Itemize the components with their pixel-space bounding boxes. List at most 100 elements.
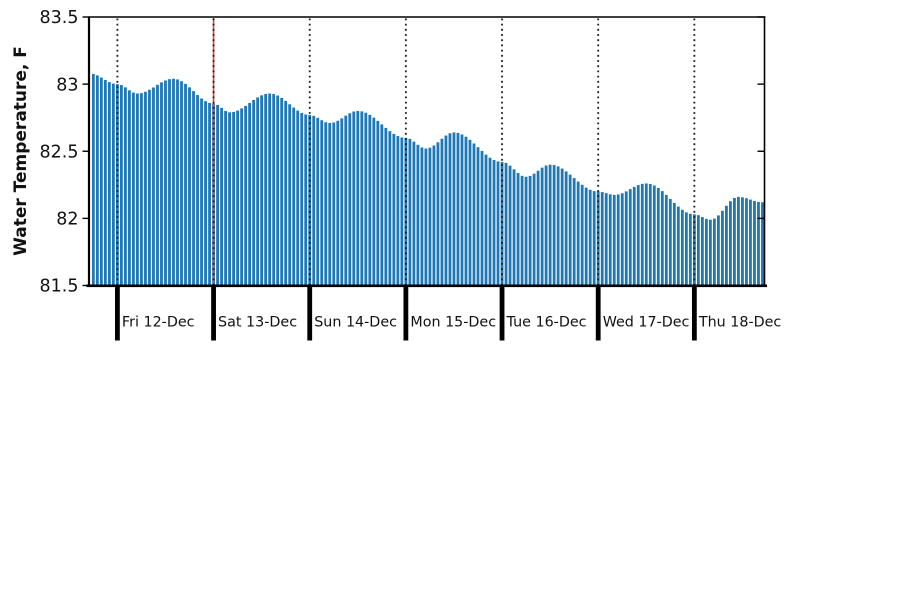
- temperature-bar: [148, 89, 151, 286]
- temperature-bar: [172, 78, 175, 286]
- temperature-bar: [152, 87, 155, 286]
- temperature-bar: [688, 213, 692, 286]
- temperature-bar: [224, 110, 227, 286]
- temperature-bar: [228, 112, 231, 286]
- temperature-bar: [268, 93, 272, 286]
- temperature-bar: [308, 115, 312, 286]
- temperature-bar: [252, 99, 256, 286]
- temperature-bar: [564, 171, 568, 286]
- temperature-bar: [652, 185, 656, 286]
- temperature-bar: [300, 112, 304, 286]
- temperature-bar: [721, 210, 724, 286]
- temperature-bar: [244, 105, 248, 286]
- temperature-bar: [700, 217, 704, 286]
- temperature-bar: [576, 181, 580, 286]
- temperature-bar: [380, 124, 384, 286]
- temperature-bar: [672, 202, 676, 286]
- temperature-bar: [496, 161, 500, 286]
- temperature-bar: [725, 205, 728, 286]
- temperature-bar: [761, 202, 764, 286]
- temperature-bar: [584, 187, 588, 286]
- temperature-bar: [436, 142, 440, 286]
- day-tick-mark: [211, 286, 216, 341]
- temperature-bar: [376, 120, 380, 286]
- temperature-bar: [95, 75, 99, 286]
- temperature-bar: [712, 218, 716, 286]
- temperature-bar: [704, 218, 708, 286]
- temperature-bar: [757, 201, 760, 286]
- temperature-bar: [144, 91, 147, 286]
- temperature-bar: [560, 168, 564, 286]
- temperature-bar: [296, 110, 300, 286]
- temperature-bar: [512, 169, 516, 286]
- temperature-bar: [372, 117, 376, 286]
- temperature-bar: [168, 79, 171, 286]
- temperature-bar: [696, 215, 700, 286]
- temperature-bar: [348, 113, 352, 286]
- temperature-bar: [608, 194, 612, 286]
- temperature-bar: [428, 147, 432, 286]
- temperature-bar: [388, 131, 392, 286]
- temperature-bar: [528, 175, 532, 286]
- temperature-bar: [256, 97, 260, 286]
- temperature-bar: [572, 178, 576, 286]
- temperature-bar: [124, 87, 127, 286]
- temperature-bar: [640, 183, 644, 286]
- temperature-bar: [344, 115, 348, 286]
- temperature-bar: [400, 137, 404, 286]
- temperature-bar: [316, 117, 320, 286]
- temperature-bar: [204, 101, 207, 286]
- temperature-bar: [420, 147, 424, 286]
- temperature-bar: [680, 209, 684, 286]
- temperature-bar: [656, 188, 660, 286]
- temperature-bar: [164, 80, 167, 286]
- temperature-bar: [737, 196, 740, 286]
- temperature-bar: [180, 81, 183, 286]
- temperature-bar: [741, 197, 744, 286]
- temperature-bar: [132, 92, 135, 286]
- y-tick-label: 82: [56, 210, 78, 230]
- temperature-bar: [364, 112, 368, 286]
- temperature-bar: [192, 91, 195, 286]
- temperature-bar: [156, 84, 159, 286]
- temperature-bar: [264, 93, 268, 286]
- temperature-bar: [480, 150, 484, 286]
- temperature-bar: [332, 122, 336, 286]
- temperature-bar: [580, 184, 584, 286]
- temperature-bar: [444, 135, 448, 286]
- temperature-bar: [292, 107, 296, 286]
- temperature-bar: [745, 198, 748, 286]
- temperature-bar: [717, 215, 720, 286]
- temperature-bar: [128, 90, 131, 286]
- temperature-bar: [612, 194, 616, 286]
- temperature-bar: [729, 201, 732, 286]
- temperature-bar: [476, 147, 480, 286]
- temperature-bar: [360, 111, 364, 286]
- temperature-bar: [552, 165, 556, 286]
- temperature-bar: [508, 165, 512, 286]
- temperature-bar: [116, 84, 119, 286]
- temperature-bar: [488, 157, 492, 286]
- day-tick-label: Tue 16-Dec: [506, 315, 587, 331]
- y-tick-label: 83: [56, 75, 78, 95]
- temperature-bar: [276, 95, 280, 286]
- day-tick-label: Thu 18-Dec: [698, 315, 781, 331]
- temperature-bar: [188, 87, 191, 286]
- temperature-bar: [452, 132, 456, 286]
- temperature-bar: [733, 197, 736, 286]
- temperature-bar: [248, 102, 252, 286]
- temperature-bar: [544, 165, 548, 286]
- temperature-bar: [103, 79, 107, 286]
- temperature-bar: [660, 191, 664, 286]
- temperature-bar: [592, 191, 596, 286]
- day-tick-mark: [403, 286, 409, 341]
- day-tick-mark: [499, 286, 505, 341]
- temperature-bars-group: [91, 73, 764, 286]
- temperature-bar: [540, 167, 544, 286]
- temperature-bar: [304, 114, 308, 286]
- temperature-bar: [556, 166, 560, 286]
- temperature-bar: [176, 79, 179, 286]
- temperature-bar: [91, 73, 95, 286]
- temperature-bar: [216, 104, 219, 286]
- temperature-bar: [492, 159, 496, 286]
